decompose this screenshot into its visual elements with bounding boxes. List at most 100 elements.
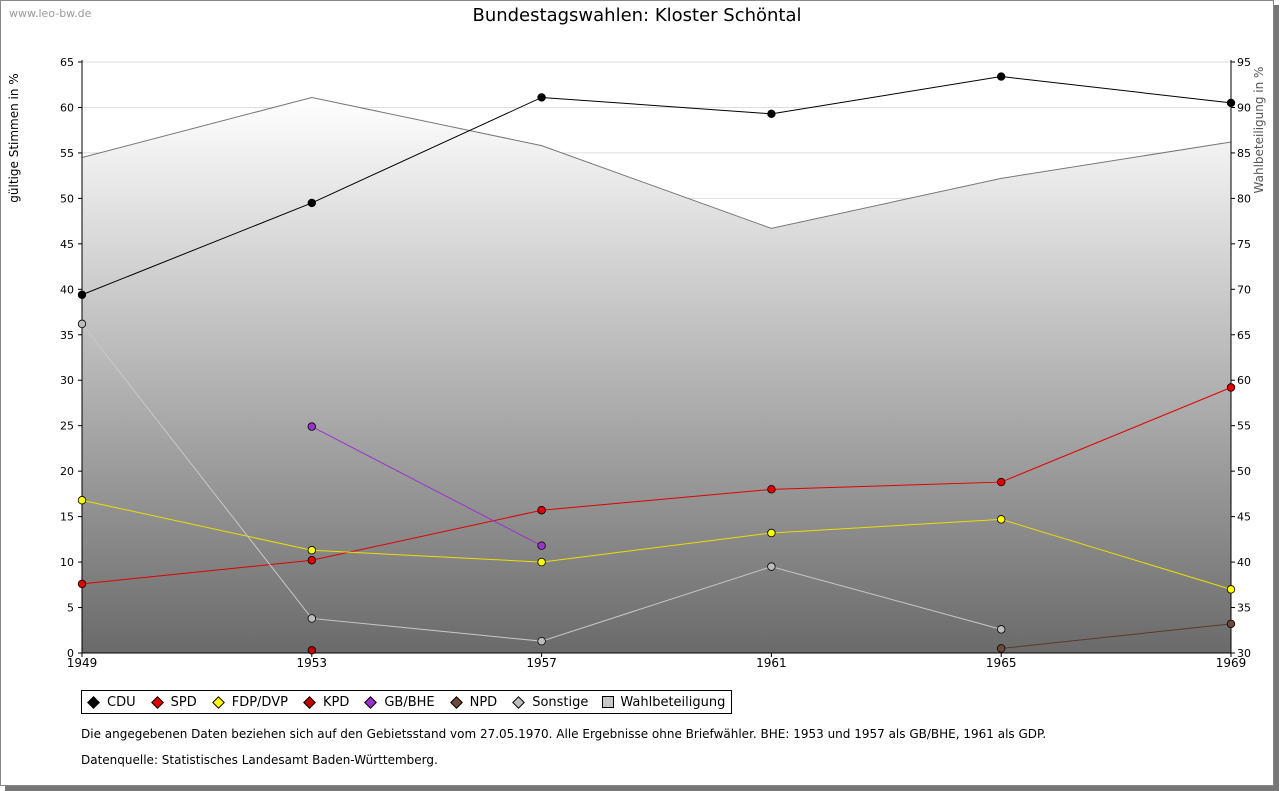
- wahlbeteiligung-line: [81, 96, 1232, 229]
- point-spd: [537, 506, 546, 515]
- footnote: Die angegebenen Daten beziehen sich auf …: [81, 727, 1047, 741]
- point-gb-bhe: [537, 541, 546, 550]
- series-line-gb-bhe: [311, 426, 542, 547]
- legend-marker: [512, 695, 526, 709]
- point-fdp-dvp: [767, 528, 776, 538]
- legend-item: KPD: [302, 695, 349, 710]
- point-spd: [1226, 383, 1236, 392]
- legend-item: FDP/DVP: [211, 695, 288, 710]
- point-cdu: [307, 198, 316, 208]
- y-tick-label: 10: [60, 556, 74, 569]
- y2-tick-label: 45: [1237, 511, 1251, 524]
- point-spd: [997, 477, 1006, 487]
- wahlbeteiligung-area: [82, 97, 1231, 653]
- point-fdp-dvp: [537, 557, 546, 567]
- point-npd: [1226, 619, 1236, 629]
- legend-marker: [211, 695, 225, 709]
- point-fdp-dvp: [997, 515, 1006, 524]
- y-tick-label: 40: [60, 283, 74, 296]
- axis-layer: [78, 60, 1235, 657]
- y2-tick-label: 40: [1237, 556, 1251, 569]
- point-sonstige: [77, 319, 87, 329]
- point-spd: [767, 485, 776, 494]
- y-tick-label: 55: [60, 147, 74, 160]
- y-tick-label: 35: [60, 329, 74, 342]
- x-tick-label: 1949: [67, 656, 98, 670]
- legend-item: Sonstige: [511, 695, 588, 710]
- chart-title: Bundestagswahlen: Kloster Schöntal: [472, 5, 802, 26]
- point-spd: [77, 579, 87, 589]
- point-spd: [307, 556, 316, 565]
- legend-item: GB/BHE: [363, 694, 435, 710]
- series-line-fdp-dvp: [81, 499, 1232, 590]
- y2-tick-label: 65: [1237, 329, 1251, 342]
- point-fdp-dvp: [77, 496, 87, 505]
- series-line-cdu: [81, 76, 1232, 296]
- legend-marker: [449, 695, 463, 709]
- point-sonstige: [307, 614, 316, 623]
- legend-label: FDP/DVP: [231, 694, 288, 710]
- y-tick-label: 65: [60, 56, 74, 69]
- y-tick-label: 60: [60, 101, 74, 114]
- y2-tick-label: 85: [1237, 147, 1251, 160]
- legend-label: Sonstige: [532, 694, 589, 710]
- legend-item: SPD: [150, 695, 197, 710]
- point-fdp-dvp: [1226, 585, 1236, 594]
- legend-label: SPD: [170, 694, 197, 710]
- x-tick-label: 1953: [297, 656, 328, 670]
- point-cdu: [537, 93, 546, 102]
- y2-tick-label: 95: [1237, 56, 1251, 69]
- x-tick-label: 1969: [1216, 656, 1247, 670]
- x-tick-label: 1957: [526, 656, 557, 670]
- legend-marker: [150, 695, 164, 709]
- label-layer: 0 5 10 15 20 25 30 35 40 45 50 55 60 65 30 35 40 45 50 55 60…: [7, 56, 1266, 670]
- legend-marker: [602, 696, 615, 708]
- point-cdu: [767, 109, 776, 119]
- y-tick-label: 0: [67, 647, 74, 660]
- point-cdu: [1226, 98, 1236, 108]
- y2-tick-label: 70: [1237, 283, 1251, 296]
- y2-tick-label: 60: [1237, 374, 1251, 387]
- y2-tick-label: 80: [1237, 192, 1251, 205]
- legend-label: Wahlbeteiligung: [620, 694, 726, 710]
- point-cdu: [997, 72, 1006, 81]
- legend-marker: [303, 695, 316, 709]
- y-tick-label: 30: [60, 374, 74, 387]
- x-tick-label: 1961: [756, 656, 787, 670]
- legend-item: NPD: [449, 694, 498, 710]
- series-layer: [77, 72, 1236, 655]
- point-cdu: [77, 290, 87, 299]
- legend-label: KPD: [322, 694, 350, 710]
- legend: CDU SPD FDP/DVP KPD GB/BHE NPD Sonstige Wahlbet…: [81, 690, 733, 714]
- watermark: www.leo-bw.de: [9, 7, 92, 20]
- legend-marker: [364, 695, 378, 709]
- point-sonstige: [997, 625, 1006, 634]
- legend-label: NPD: [469, 694, 498, 710]
- y-tick-label: 50: [60, 192, 74, 205]
- data-source-note: Datenquelle: Statistisches Landesamt Bad…: [81, 753, 438, 767]
- y-tick-label: 5: [67, 602, 74, 615]
- y2-tick-label: 90: [1237, 101, 1251, 114]
- y2-tick-label: 75: [1237, 238, 1251, 251]
- point-sonstige: [537, 636, 546, 646]
- series-line-spd: [81, 387, 1232, 585]
- series-line-npd: [1001, 623, 1232, 649]
- y-tick-label: 15: [60, 511, 74, 524]
- x-tick-label: 1965: [986, 656, 1017, 670]
- point-kpd: [307, 646, 316, 655]
- legend-label: GB/BHE: [384, 694, 435, 710]
- y2-tick-label: 30: [1237, 647, 1251, 660]
- legend-item: Wahlbeteiligung: [602, 695, 725, 710]
- legend-marker: [87, 695, 100, 709]
- point-npd: [997, 644, 1006, 653]
- point-sonstige: [767, 562, 776, 571]
- point-fdp-dvp: [307, 546, 316, 555]
- y2-axis-label: Wahlbeteiligung in %: [1252, 67, 1266, 194]
- legend-label: CDU: [107, 694, 136, 710]
- area-layer: [81, 96, 1232, 653]
- y-tick-label: 20: [60, 465, 74, 478]
- y2-tick-label: 55: [1237, 420, 1251, 433]
- y-tick-label: 45: [60, 238, 74, 251]
